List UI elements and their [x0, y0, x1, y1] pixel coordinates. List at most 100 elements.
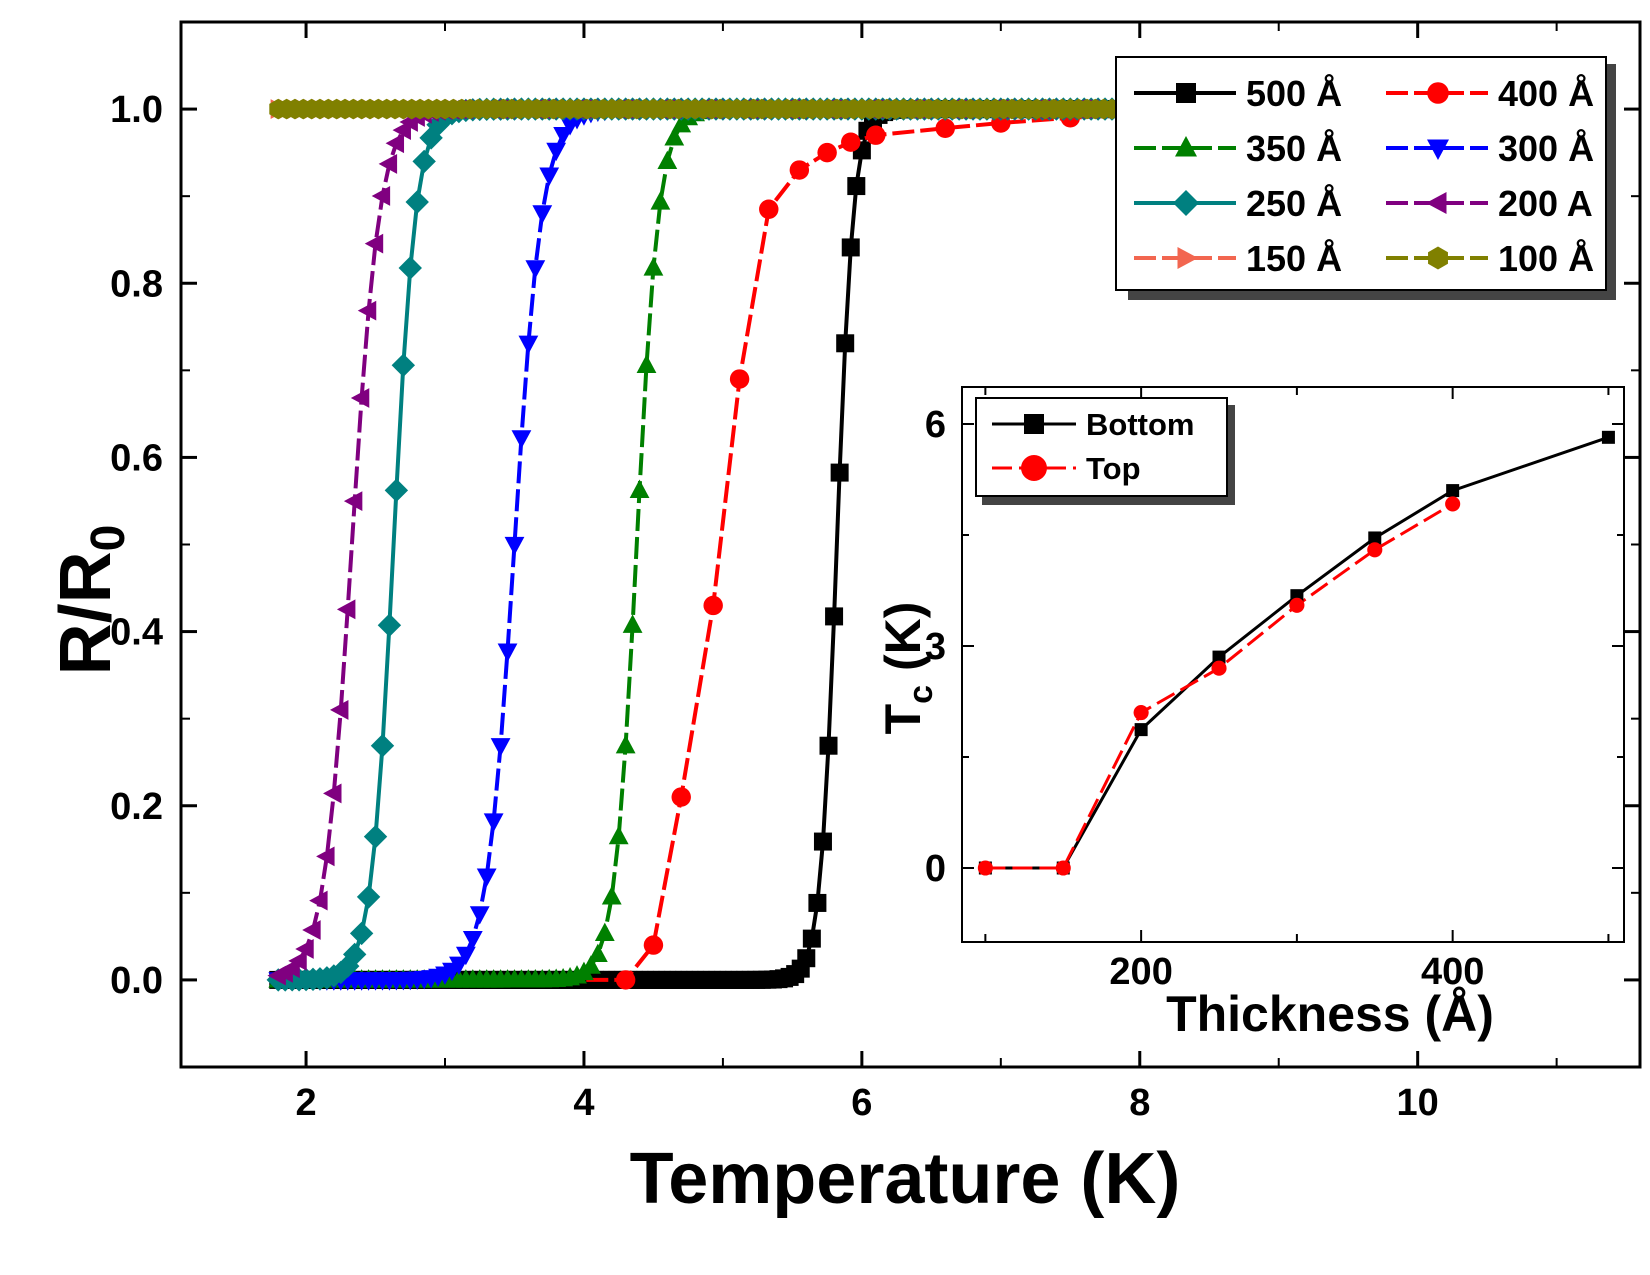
series-point-200: [385, 133, 405, 154]
inset-point-top: [1445, 496, 1461, 512]
series-point-300: [469, 906, 490, 925]
inset-y-axis-title-suffix: (K): [875, 602, 931, 685]
series-point-200: [336, 599, 356, 620]
series-point-250: [356, 885, 381, 909]
series-point-300: [476, 868, 497, 887]
series-point-250: [405, 190, 429, 214]
series-point-300: [511, 430, 532, 449]
legend-marker: [1175, 136, 1197, 157]
inset-y-axis-title-main: T: [875, 704, 931, 735]
series-point-350: [664, 127, 685, 146]
inset-point-top: [1289, 597, 1305, 613]
series-point-200: [343, 491, 363, 512]
series-point-400: [703, 595, 723, 616]
series-point-350: [581, 955, 601, 974]
series-point-250: [391, 353, 416, 377]
y-tick-label: 0.8: [110, 263, 163, 305]
y-tick-label: 0.0: [110, 960, 163, 1002]
series-point-200: [378, 154, 398, 174]
legend-label: 500 Å: [1246, 73, 1342, 114]
inset-legend-marker: [1024, 414, 1044, 434]
inset-y-tick-label: 6: [925, 404, 946, 446]
series-point-200: [329, 700, 349, 720]
series-point-400: [759, 199, 779, 219]
inset-point-bottom: [1601, 430, 1615, 444]
inset-legend-marker: [1021, 455, 1047, 481]
y-axis-title: R/R0: [46, 525, 135, 676]
y-tick-label: 0.6: [110, 437, 163, 479]
legend-box: [1115, 56, 1607, 291]
series-point-350: [650, 191, 671, 210]
inset-legend-label: Bottom: [1086, 407, 1194, 442]
series-point-400: [841, 132, 861, 152]
inset-point-top: [1367, 542, 1383, 558]
series-point-200: [309, 890, 328, 911]
main-legend: 500 Å 400 Å 350 Å 300 Å 250 Å 200 A 150 Å 100 Å: [1115, 56, 1616, 300]
series-point-500: [808, 893, 827, 912]
series-point-500: [813, 832, 832, 851]
series-point-400: [935, 118, 955, 138]
legend-label: 100 Å: [1498, 238, 1594, 279]
legend-label: 300 Å: [1498, 128, 1594, 169]
y-tick-label: 0.2: [110, 786, 163, 828]
inset-legend-label: Top: [1086, 451, 1141, 486]
series-point-350: [622, 614, 643, 633]
series-point-400: [643, 935, 664, 955]
inset-point-bottom: [1446, 484, 1460, 498]
series-point-250: [342, 942, 367, 967]
series-point-350: [657, 150, 678, 170]
series-point-350: [601, 886, 622, 905]
y-axis-title-main: R/R: [46, 551, 126, 675]
x-tick-label: 10: [1397, 1082, 1439, 1124]
series-point-500: [802, 929, 821, 948]
x-tick-label: 4: [573, 1082, 594, 1124]
series-point-400: [615, 970, 636, 990]
series-point-500: [836, 334, 855, 353]
inset-point-top: [977, 860, 993, 876]
series-point-250: [412, 149, 436, 174]
series-point-500: [841, 238, 860, 257]
series-point-200: [302, 920, 321, 940]
series-point-350: [615, 734, 636, 754]
series-point-250: [336, 954, 360, 978]
series-point-350: [594, 922, 615, 942]
series-point-350: [629, 479, 650, 499]
series-point-400: [817, 142, 837, 163]
legend-label: 400 Å: [1498, 73, 1594, 114]
series-point-300: [518, 335, 539, 355]
legend-marker: [1428, 246, 1448, 270]
inset-legend-box: [975, 397, 1228, 497]
series-point-300: [455, 946, 476, 966]
series-point-250: [363, 824, 388, 849]
legend-marker: [1176, 83, 1196, 103]
legend-label: 250 Å: [1246, 183, 1342, 224]
legend-marker: [1173, 190, 1199, 216]
series-point-300: [497, 643, 518, 662]
inset-x-tick-label: 200: [1109, 951, 1172, 993]
series-point-200: [316, 846, 335, 867]
inset-point-top: [1133, 705, 1149, 721]
inset-point-bottom: [1134, 723, 1148, 737]
series-point-200: [371, 186, 391, 206]
series-point-500: [847, 177, 866, 196]
series-point-300: [532, 205, 553, 224]
legend-marker: [1427, 82, 1449, 104]
series-point-300: [546, 142, 567, 162]
series-point-250: [370, 734, 395, 758]
inset-y-tick-label: 0: [925, 848, 946, 890]
inset-point-bottom: [1368, 531, 1382, 545]
inset-y-tick-label: 3: [925, 626, 946, 668]
series-point-200: [350, 388, 370, 408]
inset-x-tick-label: 400: [1421, 951, 1484, 993]
y-tick-label: 1.0: [110, 89, 163, 131]
legend-label: 150 Å: [1246, 238, 1342, 279]
x-axis-title: Temperature (K): [630, 1139, 1181, 1219]
inset-x-axis-title: Thickness (Å): [1166, 986, 1494, 1042]
series-point-200: [364, 233, 384, 254]
inset-point-top: [1055, 860, 1071, 876]
y-tick-label: 0.4: [110, 612, 163, 654]
series-point-300: [525, 260, 546, 279]
series-point-400: [866, 125, 886, 145]
x-tick-label: 6: [851, 1082, 872, 1124]
